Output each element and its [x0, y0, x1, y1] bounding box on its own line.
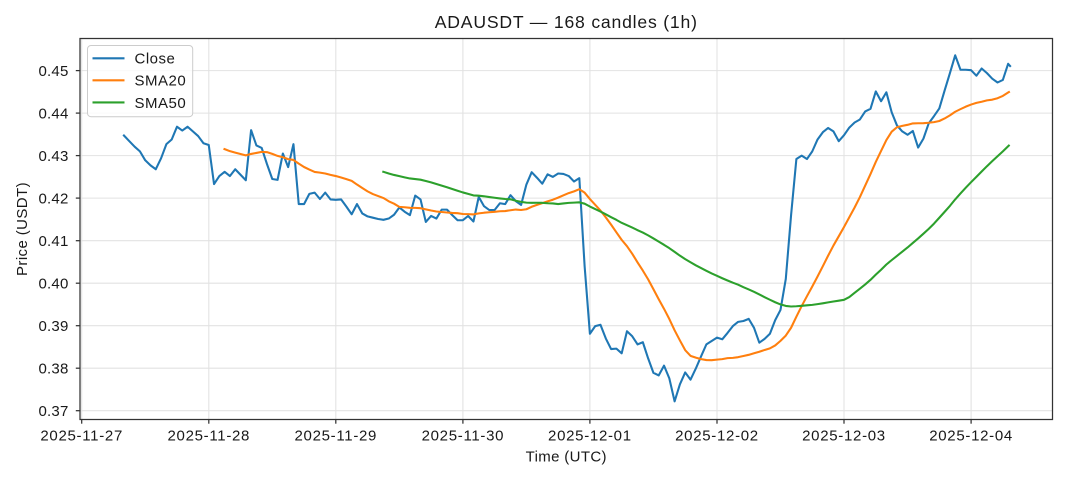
- svg-text:0.40: 0.40: [39, 276, 69, 293]
- svg-text:2025-12-04: 2025-12-04: [929, 427, 1013, 444]
- svg-text:0.41: 0.41: [39, 233, 69, 250]
- svg-text:2025-12-02: 2025-12-02: [675, 427, 759, 444]
- svg-text:0.37: 0.37: [39, 403, 69, 420]
- svg-text:2025-11-30: 2025-11-30: [422, 427, 505, 444]
- svg-text:0.38: 0.38: [39, 361, 69, 378]
- svg-text:2025-11-29: 2025-11-29: [294, 427, 377, 444]
- svg-text:SMA50: SMA50: [135, 95, 187, 112]
- svg-text:0.39: 0.39: [39, 318, 69, 335]
- svg-text:Price (USDT): Price (USDT): [14, 182, 31, 276]
- svg-text:Close: Close: [135, 51, 176, 68]
- svg-text:Time (UTC): Time (UTC): [526, 449, 607, 466]
- svg-text:2025-12-03: 2025-12-03: [802, 427, 886, 444]
- svg-text:ADAUSDT — 168 candles (1h): ADAUSDT — 168 candles (1h): [435, 12, 698, 32]
- svg-text:2025-11-28: 2025-11-28: [167, 427, 250, 444]
- svg-text:0.42: 0.42: [39, 191, 69, 208]
- svg-text:0.45: 0.45: [39, 63, 69, 80]
- svg-text:SMA20: SMA20: [135, 73, 187, 90]
- svg-text:2025-12-01: 2025-12-01: [548, 427, 632, 444]
- svg-text:2025-11-27: 2025-11-27: [40, 427, 123, 444]
- svg-text:0.44: 0.44: [39, 106, 69, 123]
- svg-text:0.43: 0.43: [39, 148, 69, 165]
